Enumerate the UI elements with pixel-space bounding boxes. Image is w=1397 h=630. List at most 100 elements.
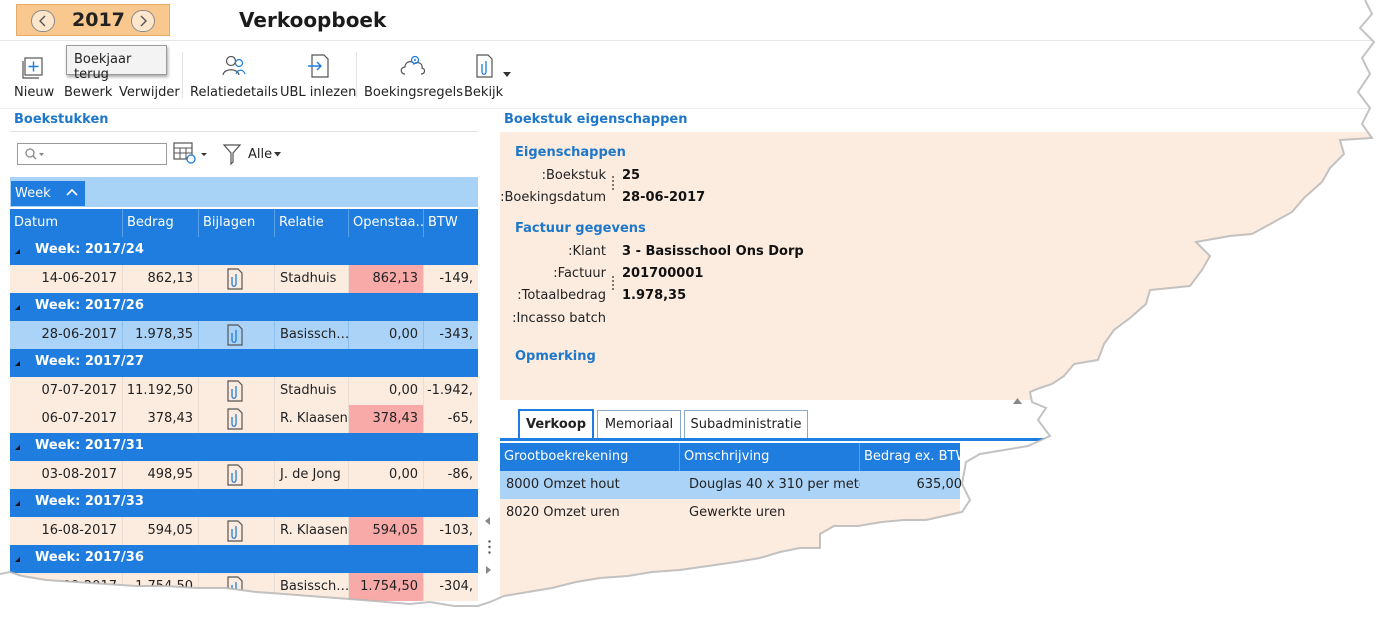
table-row[interactable]: 03-08-2017 498,95 J. de Jong 0,00 -86, xyxy=(10,461,478,489)
column-header-relatie[interactable]: Relatie xyxy=(275,209,349,237)
collapse-triangle-icon[interactable] xyxy=(15,249,20,254)
header-divider xyxy=(0,40,1397,41)
splitter-collapse-right-icon[interactable] xyxy=(486,566,492,574)
collapse-triangle-icon[interactable] xyxy=(15,361,20,366)
collapse-triangle-icon[interactable] xyxy=(15,557,20,562)
openstaand-cell: 1.754,50 xyxy=(349,573,424,601)
group-row[interactable]: Week: 2017/24 xyxy=(10,237,478,265)
search-field[interactable] xyxy=(17,143,167,165)
group-row[interactable]: Week: 2017/31 xyxy=(10,433,478,461)
relatie-cell: Basissch… xyxy=(275,321,349,349)
table-row[interactable]: …-09-2017 1.754,50 Basissch… 1.754,50 -304, xyxy=(10,573,478,601)
group-by-week-chip[interactable]: Week xyxy=(11,181,85,206)
scroll-up-icon[interactable] xyxy=(1013,398,1022,404)
ubl-import-label: UBL inlezen xyxy=(280,85,357,100)
klant-label: Klant: xyxy=(568,244,606,259)
splitter-collapse-left-icon[interactable] xyxy=(485,517,491,525)
bijlagen-cell[interactable] xyxy=(199,377,275,405)
booking-rules-button[interactable]: Boekingsregels xyxy=(364,50,463,100)
attachment-icon[interactable] xyxy=(223,575,247,601)
import-icon xyxy=(280,50,356,82)
delete-label: Verwijder xyxy=(119,85,180,100)
label-resize-handle[interactable] xyxy=(612,276,614,290)
group-row[interactable]: Week: 2017/33 xyxy=(10,489,478,517)
btw-cell: -103, xyxy=(439,523,473,538)
ubl-import-button[interactable]: UBL inlezen xyxy=(280,50,356,100)
group-label: Week: 2017/26 xyxy=(35,298,144,313)
relatie-cell: Stadhuis xyxy=(275,377,349,405)
collapse-triangle-icon[interactable] xyxy=(15,445,20,450)
properties-section-title: Eigenschappen xyxy=(515,145,626,160)
column-header-bijlagen[interactable]: Bijlagen xyxy=(199,209,275,237)
group-row[interactable]: Week: 2017/27 xyxy=(10,349,478,377)
column-header-bedrag-ex-btw[interactable]: Bedrag ex. BTW xyxy=(864,449,960,464)
column-settings-button[interactable] xyxy=(172,141,208,171)
column-header-bedrag[interactable]: Bedrag xyxy=(123,209,199,237)
btw-cell: -343, xyxy=(439,327,473,342)
previous-year-button[interactable] xyxy=(31,10,55,32)
toolbar-separator xyxy=(356,52,357,98)
column-header-omschrijving[interactable]: Omschrijving xyxy=(680,443,860,471)
attachment-icon[interactable] xyxy=(223,267,247,293)
column-header-openstaand[interactable]: Openstaa… xyxy=(349,209,424,237)
filter-button[interactable] xyxy=(222,142,242,170)
tab-verkoop[interactable]: Verkoop xyxy=(518,409,594,439)
bijlagen-cell[interactable] xyxy=(199,265,275,293)
attachment-icon[interactable] xyxy=(223,463,247,489)
attachment-icon[interactable] xyxy=(223,379,247,405)
view-button[interactable]: Bekijk xyxy=(464,50,503,100)
bedrag-cell: 862,13 xyxy=(123,265,199,293)
grootboekrekening-cell: 8000 Omzet hout xyxy=(506,477,620,492)
column-header-grootboekrekening[interactable]: Grootboekrekening xyxy=(500,443,680,471)
properties-panel-title: Boekstuk eigenschappen xyxy=(504,112,688,127)
label-resize-handle[interactable] xyxy=(612,176,614,190)
bijlagen-cell[interactable] xyxy=(199,405,275,433)
bijlagen-cell[interactable] xyxy=(199,461,275,489)
column-header-btw[interactable]: BTW xyxy=(428,215,458,230)
group-label: Week: 2017/24 xyxy=(35,242,144,257)
filter-icon xyxy=(222,144,242,166)
table-row[interactable]: 28-06-2017 1.978,35 Basissch… 0,00 -343, xyxy=(10,321,478,349)
attachment-icon[interactable] xyxy=(223,519,247,545)
view-dropdown-icon[interactable] xyxy=(503,72,511,78)
tab-memoriaal[interactable]: Memoriaal xyxy=(597,410,681,438)
filter-dropdown-icon[interactable] xyxy=(274,152,281,157)
group-row[interactable]: Week: 2017/26 xyxy=(10,293,478,321)
next-year-button[interactable] xyxy=(131,10,155,32)
omschrijving-cell: Gewerkte uren xyxy=(689,505,786,520)
totaal-label: Totaalbedrag: xyxy=(517,288,606,303)
datum-cell: 16-08-2017 xyxy=(10,517,123,545)
table-row[interactable]: 14-06-2017 862,13 Stadhuis 862,13 -149, xyxy=(10,265,478,293)
table-row[interactable]: 07-07-2017 11.192,50 Stadhuis 0,00 -1.942, xyxy=(10,377,478,405)
table-row[interactable]: 16-08-2017 594,05 R. Klaasen 594,05 -103, xyxy=(10,517,478,545)
new-button[interactable]: Nieuw xyxy=(14,50,54,100)
bijlagen-cell[interactable] xyxy=(199,517,275,545)
relation-details-button[interactable]: Relatiedetails xyxy=(190,50,278,100)
bedrag-cell: 498,95 xyxy=(123,461,199,489)
table-row[interactable]: 8000 Omzet hout Douglas 40 x 310 per met… xyxy=(500,471,962,499)
attachment-icon[interactable] xyxy=(223,323,247,349)
tooltip: Boekjaar terug xyxy=(66,45,167,82)
group-row[interactable]: Week: 2017/36 xyxy=(10,545,478,573)
table-row[interactable]: 8020 Omzet uren Gewerkte uren xyxy=(500,499,960,527)
view-label: Bekijk xyxy=(464,85,504,100)
column-header-datum[interactable]: Datum xyxy=(10,209,123,237)
new-label: Nieuw xyxy=(14,85,55,100)
search-input[interactable] xyxy=(48,146,160,162)
documents-grid-header: Datum Bedrag Bijlagen Relatie Openstaa… … xyxy=(10,209,478,237)
bijlagen-cell[interactable] xyxy=(199,321,275,349)
table-row[interactable]: 06-07-2017 378,43 R. Klaasen 378,43 -65, xyxy=(10,405,478,433)
attachment-icon[interactable] xyxy=(223,407,247,433)
collapse-triangle-icon[interactable] xyxy=(15,501,20,506)
filter-label[interactable]: Alle xyxy=(248,147,273,162)
chevron-up-icon[interactable] xyxy=(66,187,78,197)
factuur-label: Factuur: xyxy=(553,266,606,281)
collapse-triangle-icon[interactable] xyxy=(15,305,20,310)
splitter-handle[interactable] xyxy=(488,540,491,554)
documents-panel-title: Boekstukken xyxy=(14,112,109,127)
relatie-cell: Basissch… xyxy=(275,573,349,601)
calendar-settings-icon xyxy=(173,142,207,164)
tab-subadministratie[interactable]: Subadministratie xyxy=(684,410,808,438)
bijlagen-cell[interactable] xyxy=(199,573,275,601)
totaal-value: 1.978,35 xyxy=(622,288,687,303)
